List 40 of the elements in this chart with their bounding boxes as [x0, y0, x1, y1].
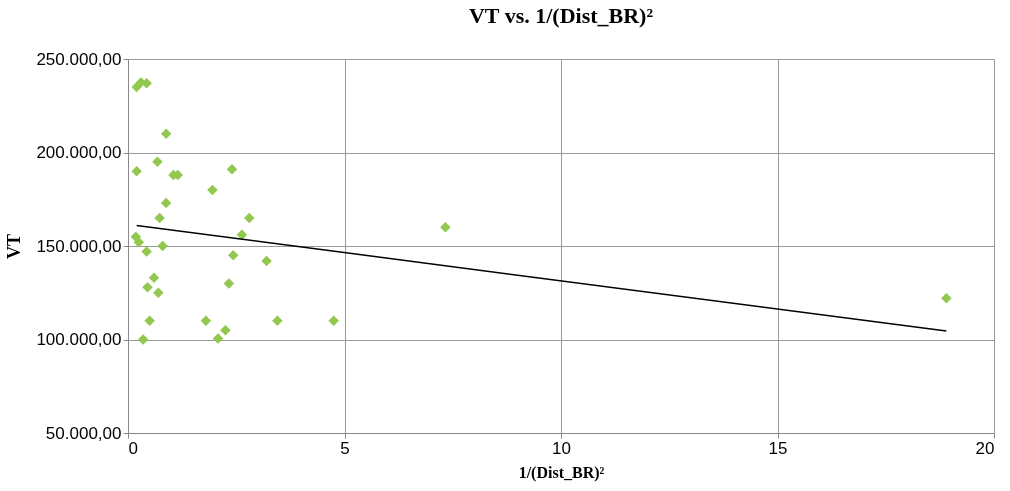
point	[220, 324, 231, 336]
x-tick-label: 0	[128, 438, 138, 458]
x-tick-label: 5	[340, 438, 350, 458]
point	[244, 212, 255, 224]
y-axis-title: VT	[4, 233, 25, 260]
point	[227, 250, 239, 261]
y-tick-label: 150.000,00	[36, 236, 122, 256]
point	[160, 197, 172, 209]
point	[133, 237, 145, 248]
x-axis-title: 1/(Dist_BR)²	[518, 463, 605, 482]
point	[144, 315, 155, 327]
point	[154, 212, 165, 224]
y-tick-label: 200.000,00	[36, 143, 122, 162]
x-tick-label: 15	[768, 438, 788, 458]
chart-title: VT vs. 1/(Dist_BR)²	[468, 3, 654, 28]
point	[223, 278, 235, 289]
point	[226, 164, 238, 175]
x-tick-label: 20	[975, 438, 995, 458]
point	[148, 272, 160, 284]
point	[272, 315, 283, 327]
point	[137, 334, 149, 345]
y-tick-label: 50.000,00	[45, 423, 122, 443]
point	[160, 128, 172, 140]
point	[152, 156, 163, 168]
y-tick-label: 100.000,00	[36, 330, 122, 349]
x-tick-label: 10	[552, 438, 571, 458]
point	[236, 229, 248, 241]
point	[212, 333, 224, 344]
point	[200, 315, 212, 327]
y-tick-label: 250.000,00	[36, 49, 122, 69]
point	[328, 315, 339, 327]
point	[153, 287, 164, 298]
point	[261, 255, 272, 267]
point	[142, 281, 153, 293]
point	[941, 293, 952, 304]
point	[131, 165, 142, 177]
point	[157, 240, 168, 252]
point	[440, 222, 451, 233]
point	[207, 184, 218, 196]
point	[141, 246, 152, 257]
